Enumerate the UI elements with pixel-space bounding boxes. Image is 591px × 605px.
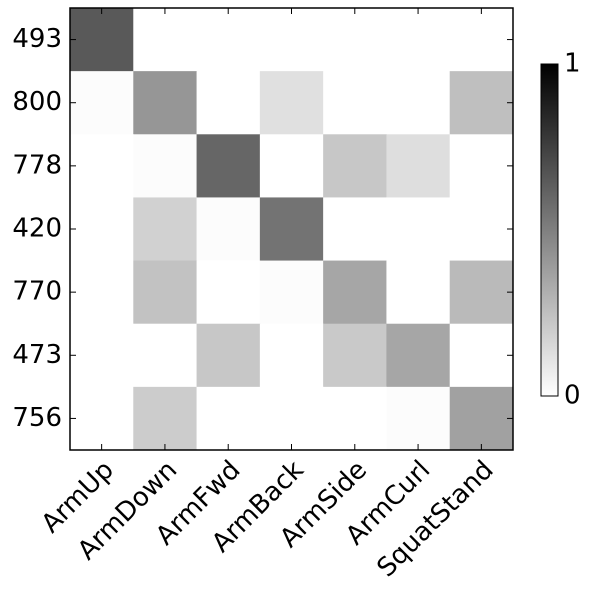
heatmap-cell [133,8,198,72]
heatmap-cell [259,8,324,72]
heatmap-cell [196,134,261,198]
heatmap-cell [196,323,261,388]
heatmap-cell [133,323,198,388]
heatmap-cell [133,260,198,325]
y-tick-label: 770 [12,277,62,307]
y-tick-label: 493 [12,24,62,54]
heatmap-cell [70,386,134,451]
heatmap-cell [386,8,451,72]
heatmap-cell [196,8,261,72]
heatmap-cell [323,197,387,262]
heatmap-cell [133,134,198,198]
heatmap-cell [70,260,134,325]
heatmap-cell [323,134,387,198]
y-tick-label: 778 [12,150,62,180]
heatmap-cell [323,8,387,72]
heatmap-cell [70,134,134,198]
heatmap-cell [259,197,324,262]
heatmap-cell [259,134,324,198]
colorbar-tick-label: 1 [564,49,581,79]
heatmap-cell [386,134,451,198]
heatmap-cell [196,71,261,135]
heatmap-cell [259,71,324,135]
heatmap-cell [449,8,514,72]
colorbar [540,63,559,397]
heatmap-cell [449,197,514,262]
heatmap-cell [386,197,451,262]
heatmap-cell [70,197,134,262]
heatmap-cell [386,386,451,451]
heatmap-cell [70,323,134,388]
heatmap-cell [196,260,261,325]
heatmap-cell [449,386,514,451]
heatmap-cell [323,260,387,325]
heatmap-cell [133,197,198,262]
heatmap-cell [386,323,451,388]
heatmap-cell [196,386,261,451]
heatmap-cell [70,71,134,135]
heatmap-cell [323,71,387,135]
heatmap-cell [259,260,324,325]
heatmap-cell [259,386,324,451]
heatmap-cell [133,71,198,135]
heatmap-cell [323,323,387,388]
y-tick-label: 473 [12,340,62,370]
heatmap-cell [386,260,451,325]
colorbar-tick-label: 0 [564,381,581,411]
heatmap-cell [323,386,387,451]
heatmap-cell [259,323,324,388]
heatmap-cell [70,8,134,72]
heatmap-cell [133,386,198,451]
heatmap-cell [386,71,451,135]
heatmap-cell [449,323,514,388]
y-tick-label: 756 [12,403,62,433]
heatmap-cell [449,71,514,135]
y-tick-label: 420 [12,214,62,244]
heatmap-cell [449,134,514,198]
heatmap-cell [449,260,514,325]
heatmap-cell [196,197,261,262]
y-tick-label: 800 [12,87,62,117]
